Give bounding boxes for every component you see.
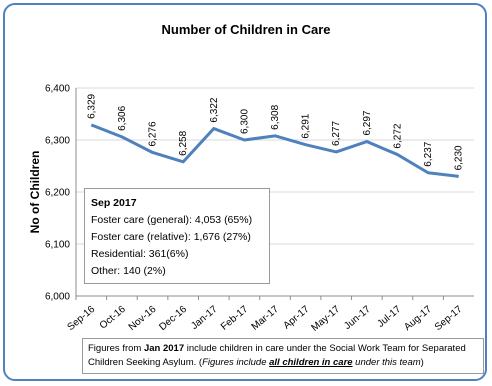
breakdown-box: Sep 2017 Foster care (general): 4,053 (6… [84,188,270,284]
x-tick-label: May-17 [310,304,343,334]
data-label: 6,237 [423,141,434,166]
y-tick-label: 6,100 [45,240,70,251]
x-tick-label: Jan-17 [189,304,220,332]
y-axis-label: No of Children [28,151,42,234]
x-tick-label: Sep-17 [433,304,465,333]
data-label: 6,291 [301,113,312,138]
footnote-text: ) [420,357,424,368]
x-tick-label: Jul-17 [375,304,403,330]
x-tick-label: Oct-16 [98,304,128,332]
y-tick-label: 6,400 [45,84,70,95]
footnote-underlined: all children in care [269,357,353,368]
x-tick-label: Dec-16 [157,304,189,333]
footnote-text: Figures from [88,343,144,354]
chart-title: Number of Children in Care [161,22,330,37]
data-label: 6,308 [270,104,281,129]
footnote-italic: Figures include [202,357,270,368]
y-tick-label: 6,200 [45,188,70,199]
data-label: 6,277 [331,120,342,145]
data-label: 6,329 [86,93,97,118]
data-label: 6,276 [148,121,159,146]
breakdown-line: Residential: 361(6%) [91,248,189,260]
x-tick-label: Feb-17 [219,304,251,333]
footnote-italic: under this team [352,357,421,368]
series-line [90,123,459,178]
x-tick-label: Jun-17 [342,304,373,332]
data-label: 6,230 [454,145,465,170]
footnote-text: include children in care under the Socia… [88,343,466,368]
y-axis-ticks: 6,000 6,100 6,200 6,300 6,400 [45,84,70,303]
data-label: 6,322 [209,97,220,122]
breakdown-line: Foster care (relative): 1,676 (27%) [91,231,251,243]
x-tick-label: Apr-17 [281,304,311,332]
y-tick-label: 6,300 [45,136,70,147]
x-tick-label: Sep-16 [65,304,97,333]
breakdown-heading: Sep 2017 [91,197,137,209]
footnote: Figures from Jan 2017 include children i… [82,338,484,374]
x-tick-label: Nov-16 [127,304,159,333]
data-label: 6,272 [392,123,403,148]
breakdown-line: Other: 140 (2%) [91,265,166,277]
y-tick-label: 6,000 [45,292,70,303]
breakdown-line: Foster care (general): 4,053 (65%) [91,214,253,226]
data-label: 6,297 [362,110,373,135]
data-label: 6,258 [178,130,189,155]
x-tick-label: Aug-17 [402,304,434,333]
series-group [90,123,459,178]
data-label: 6,306 [117,105,128,130]
data-label: 6,300 [239,109,250,134]
x-tick-label: Mar-17 [250,304,282,333]
data-labels: 6,329 6,306 6,276 6,258 6,322 6,300 6,308 6,291… [86,93,464,170]
footnote-date: Jan 2017 [143,343,185,354]
